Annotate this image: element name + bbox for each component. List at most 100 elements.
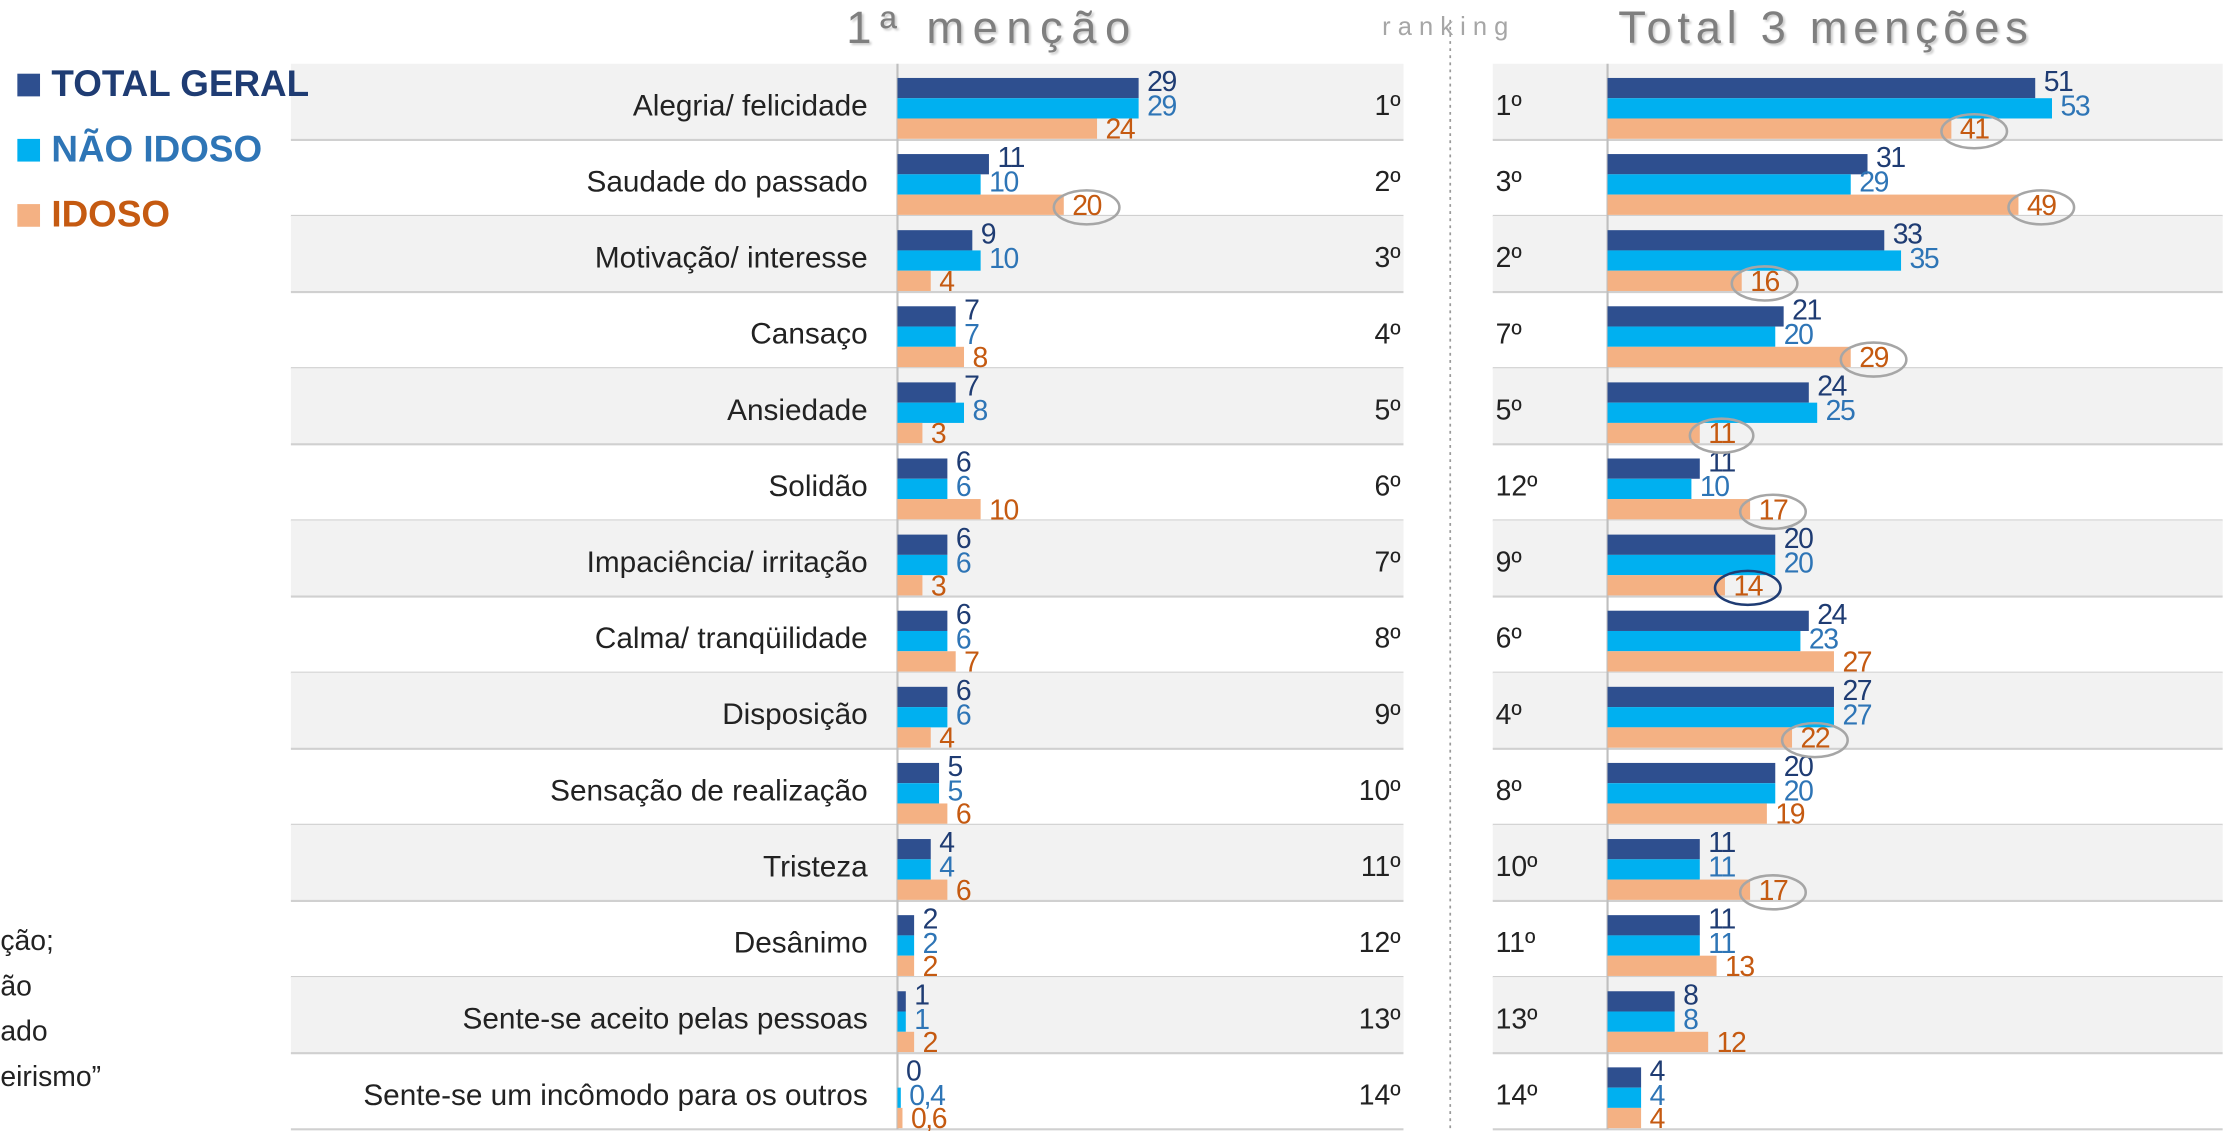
bar [1607,154,1868,175]
value-label: 13 [1725,951,1754,983]
value-label: 33 [1893,218,1922,250]
ranking-label: 2º [1375,166,1401,198]
value-label: 49 [2027,190,2056,222]
category-label: Sente-se um incômodo para os outros [363,1079,867,1112]
category-label: Sente-se aceito pelas pessoas [463,1003,868,1036]
bar [897,270,931,291]
row-band [290,520,1404,597]
bar [1607,651,1834,672]
value-label: 31 [1876,142,1905,174]
value-label: 41 [1960,114,1989,146]
value-label: 35 [1910,243,1939,275]
bar [897,762,940,784]
bar [1607,935,1700,956]
value-label: 24 [1817,599,1846,631]
ranking-label: 8º [1496,775,1522,807]
bar [1607,499,1751,520]
bar [1607,382,1809,403]
value-label: 2 [923,928,938,960]
highlight-circle [1780,721,1849,759]
bar [897,1087,901,1108]
bar [1607,630,1801,652]
row-band [1492,824,2223,901]
category-label: Saudade do passado [587,165,868,198]
ranking-label: 6º [1375,471,1401,503]
ranking-label: 9º [1496,547,1522,579]
row-band [290,672,1404,749]
side-note: ão [0,970,32,1002]
bar [1607,803,1767,824]
legend-label: IDOSO [51,194,170,235]
bar [897,118,1098,139]
row-band [1492,977,2223,1054]
bar [1607,879,1751,900]
bar [897,991,906,1012]
value-label: 8 [973,342,988,374]
value-label: 6 [956,623,971,655]
value-label: 6 [956,471,971,503]
ranking-label: 8º [1375,623,1401,655]
bar [1607,402,1818,423]
legend-swatch [17,204,41,227]
row-band [290,824,1404,901]
ranking-label: 4º [1375,318,1401,350]
bar [897,554,948,576]
bar [897,1031,915,1053]
ranking-label: 11º [1496,927,1536,959]
bar [1607,859,1700,880]
row-band [1492,368,2223,445]
value-label: 24 [1106,114,1135,146]
category-label: Solidão [768,470,867,503]
row-band [1492,520,2223,597]
bar [1607,422,1700,444]
panel-title: Total 3 menções [1618,2,2033,53]
bar [1607,575,1725,596]
bar [897,651,956,672]
bar [1607,250,1902,271]
ranking-label: 9º [1375,699,1401,731]
bar [897,194,1064,215]
category-label: Calma/ tranqüilidade [595,622,868,655]
value-label: 53 [2060,91,2089,123]
value-label: 4 [939,266,954,298]
bar [1607,762,1776,784]
bar [897,935,915,956]
bar [1607,326,1776,347]
value-label: 8 [1683,979,1698,1011]
highlight-circle [2007,189,2076,226]
side-note: ção; [0,925,54,957]
bar [897,458,948,479]
bar [897,326,956,347]
bar [1607,270,1742,291]
ranking-label: 13º [1496,1003,1538,1035]
ranking-label: 10º [1496,851,1538,883]
bar [1607,707,1834,728]
value-label: 51 [2044,66,2073,98]
value-label: 1 [914,1004,929,1036]
highlight-circle [1688,417,1755,454]
value-label: 7 [964,371,979,403]
bar [897,98,1139,119]
bar [1607,955,1717,976]
value-label: 8 [1683,1004,1698,1036]
ranking-label: 14º [1359,1079,1401,1111]
bar [897,915,915,936]
value-label: 2 [923,951,938,983]
bar [1607,230,1885,251]
value-label: 29 [1859,167,1888,199]
bar [897,610,948,631]
highlight-circle [1713,569,1782,607]
value-label: 0,4 [909,1080,945,1112]
value-label: 11 [997,142,1024,174]
bar [897,707,948,728]
ranking-label: 10º [1359,775,1401,807]
value-label: 7 [964,319,979,351]
ranking-label: 11º [1361,851,1401,883]
row-band [290,215,1404,293]
value-label: 6 [956,547,971,579]
value-label: 20 [1784,523,1813,555]
highlight-circle [1052,189,1121,226]
value-label: 6 [956,599,971,631]
highlight-circle [1730,265,1799,302]
